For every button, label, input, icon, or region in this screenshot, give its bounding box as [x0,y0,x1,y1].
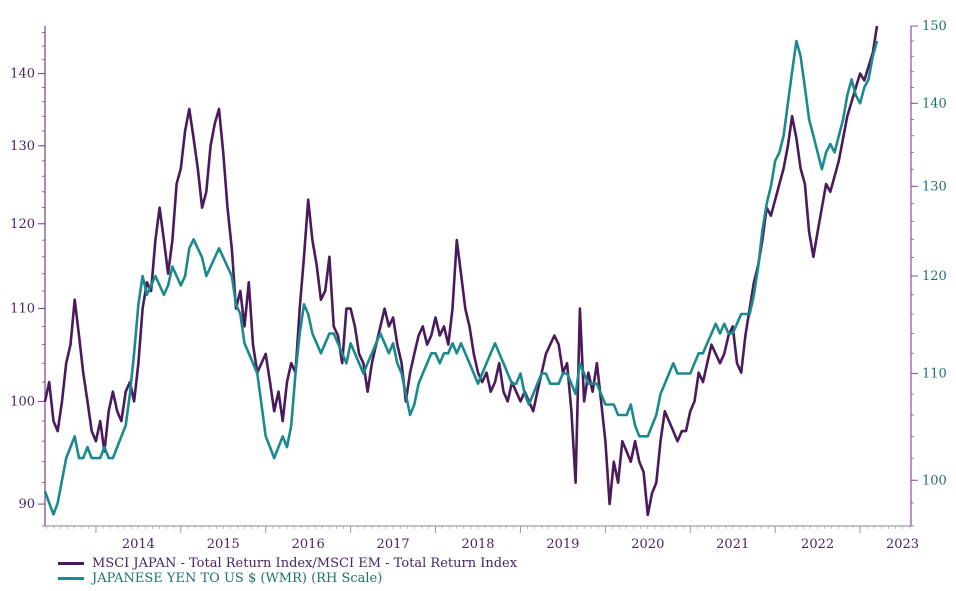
legend-item-yen: JAPANESE YEN TO US $ (WMR) (RH Scale) [58,571,517,586]
left-tick-label: 130 [10,139,35,154]
x-tick-label: 2015 [207,537,240,552]
legend-item-msci: MSCI JAPAN - Total Return Index/MSCI EM … [58,556,517,571]
series-layer [43,25,879,517]
x-tick-label: 2014 [122,537,155,552]
left-tick-label: 90 [18,497,35,512]
right-tick-label: 150 [922,19,947,34]
legend-swatch-yen [58,577,84,580]
legend-label-yen: JAPANESE YEN TO US $ (WMR) (RH Scale) [92,571,383,586]
legend-label-msci: MSCI JAPAN - Total Return Index/MSCI EM … [92,556,518,571]
x-tick-label: 2016 [292,537,325,552]
legend-swatch-msci [58,562,84,565]
x-tick-label: 2022 [801,537,834,552]
series-line-yen [43,39,879,516]
x-tick-label: 2019 [546,537,579,552]
left-tick-label: 120 [10,217,35,232]
x-tick-label: 2021 [716,537,749,552]
x-tick-label: 2018 [461,537,494,552]
x-tick-label: 2023 [886,537,919,552]
right-tick-label: 130 [922,179,947,194]
axes: 90 100 110 120 130 140 100 110 120 130 140 150 2014 2… [10,19,947,552]
left-tick-label: 140 [10,67,35,82]
x-tick-label: 2020 [631,537,664,552]
right-tick-label: 100 [922,473,947,488]
x-tick-label: 2017 [377,537,410,552]
right-tick-label: 110 [922,366,947,381]
right-tick-label: 120 [922,269,947,284]
left-tick-label: 100 [10,394,35,409]
right-tick-label: 140 [922,96,947,111]
legend: MSCI JAPAN - Total Return Index/MSCI EM … [58,556,517,586]
series-line-msci [43,25,879,517]
left-tick-label: 110 [10,302,35,317]
